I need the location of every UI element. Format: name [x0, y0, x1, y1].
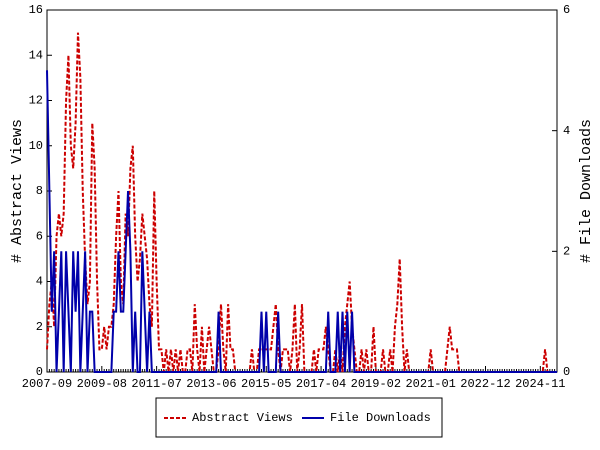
y-tick-label: 12	[29, 94, 43, 108]
x-tick-label: 2024-11	[515, 377, 565, 391]
y2-tick-label: 2	[563, 245, 570, 259]
x-tick-label: 2009-08	[77, 377, 127, 391]
y2-tick-label: 6	[563, 3, 570, 17]
y-tick-label: 10	[29, 139, 43, 153]
y-tick-label: 6	[36, 229, 43, 243]
y-tick-label: 14	[29, 48, 43, 62]
series-line	[46, 70, 557, 373]
y-tick-label: 4	[36, 275, 43, 289]
x-tick-label: 2017-04	[296, 377, 346, 391]
legend	[155, 397, 443, 438]
y2-axis-label: # File Downloads	[578, 119, 595, 263]
x-tick-label: 2022-12	[460, 377, 510, 391]
x-tick-label: 2011-07	[131, 377, 181, 391]
y2-tick-label: 0	[563, 365, 570, 379]
x-tick-label: 2007-09	[22, 377, 72, 391]
x-tick-label: 2015-05	[241, 377, 291, 391]
y2-tick-label: 4	[563, 124, 570, 138]
x-tick-label: 2021-01	[405, 377, 455, 391]
y-tick-label: 16	[29, 3, 43, 17]
legend-label: File Downloads	[330, 411, 431, 425]
x-tick-label: 2013-06	[186, 377, 236, 391]
y-tick-label: 0	[36, 365, 43, 379]
y-tick-label: 8	[36, 184, 43, 198]
y-axis-label: # Abstract Views	[9, 119, 26, 263]
series-line	[46, 32, 557, 373]
x-tick-label: 2019-02	[351, 377, 401, 391]
y-tick-label: 2	[36, 320, 43, 334]
legend-label: Abstract Views	[192, 411, 293, 425]
